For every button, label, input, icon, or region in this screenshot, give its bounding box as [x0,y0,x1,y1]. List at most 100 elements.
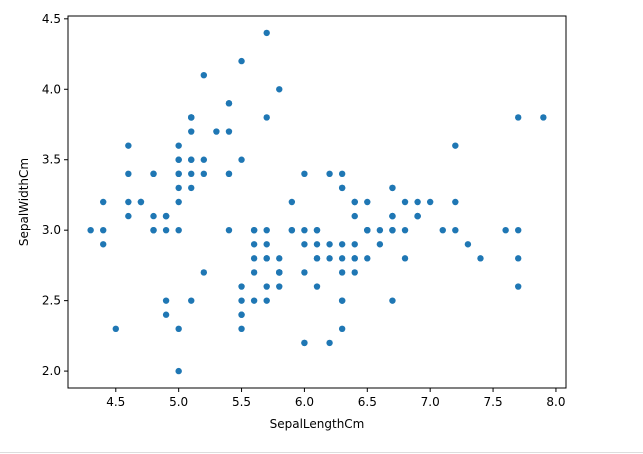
data-point [175,325,182,333]
data-point [426,198,434,206]
data-point [389,212,396,220]
data-point [288,198,296,206]
data-point [263,283,270,290]
data-point [100,198,107,206]
data-point [225,170,233,178]
data-point [452,198,459,206]
data-point [175,156,182,163]
data-point [276,283,283,290]
data-point [338,170,346,178]
data-point [112,325,119,333]
data-point [188,156,195,163]
data-point [401,198,409,206]
data-point [301,170,308,178]
data-point [338,325,346,333]
data-point [162,212,170,220]
x-tick-label: 8.0 [546,395,565,409]
data-point [326,170,333,178]
x-tick-label: 7.5 [484,395,503,409]
x-tick-label: 4.5 [106,395,125,409]
x-tick-label: 6.5 [358,395,377,409]
data-point [200,156,208,163]
data-point [250,241,258,248]
data-point [401,255,409,262]
x-tick-label: 5.0 [169,395,188,409]
data-point [414,212,421,220]
data-point [250,255,258,262]
data-point [326,255,333,262]
data-point [326,241,333,248]
data-point [263,297,270,304]
data-point [502,226,509,234]
data-point [150,170,157,178]
bottom-divider [0,452,643,453]
data-point [351,255,358,262]
data-point [213,128,220,135]
x-tick-label: 7.0 [421,395,440,409]
plot-frame [67,15,567,389]
data-point [225,128,233,135]
data-point [200,170,208,178]
data-point [515,283,522,290]
data-point [338,269,346,276]
data-point [313,241,321,248]
data-point [263,114,270,121]
data-point [188,128,195,135]
data-point [125,170,132,178]
data-point [439,226,446,234]
data-point [313,226,321,234]
data-point [238,156,245,163]
data-point [389,226,396,234]
data-point [515,255,522,262]
data-point [364,198,371,206]
data-point [250,226,258,234]
data-point [175,170,182,178]
y-tick-label: 4.0 [42,82,61,96]
data-point [376,226,384,234]
data-point [276,255,283,262]
data-point [351,269,358,276]
data-point [540,114,547,121]
x-tick-label: 5.5 [232,395,251,409]
data-point [263,255,270,262]
data-point [276,86,283,93]
points-layer [87,29,547,375]
data-point [162,297,170,304]
data-point [200,269,208,276]
data-point [162,226,170,234]
data-point [150,212,157,220]
data-point [364,255,371,262]
data-point [288,226,296,234]
data-point [100,241,107,248]
data-point [225,100,233,107]
y-tick-label: 3.5 [42,153,61,167]
data-point [238,283,245,290]
data-point [175,198,182,206]
data-point [263,226,270,234]
data-point [125,198,132,206]
data-point [87,226,94,234]
data-point [263,241,270,248]
data-point [301,241,308,248]
data-point [125,142,132,149]
data-point [188,184,195,192]
data-point [338,184,346,192]
data-point [301,226,308,234]
data-point [188,170,195,178]
data-point [263,29,270,37]
y-tick-label: 2.5 [42,294,61,308]
data-point [477,255,484,262]
x-tick-label: 6.0 [295,395,314,409]
plot-area [68,16,566,388]
data-point [313,283,321,290]
data-point [100,226,107,234]
data-point [326,339,333,347]
data-point [162,311,170,318]
data-point [364,226,371,234]
data-point [301,269,308,276]
data-point [464,241,472,248]
data-point [452,142,459,149]
data-point [313,255,321,262]
data-point [238,311,245,318]
